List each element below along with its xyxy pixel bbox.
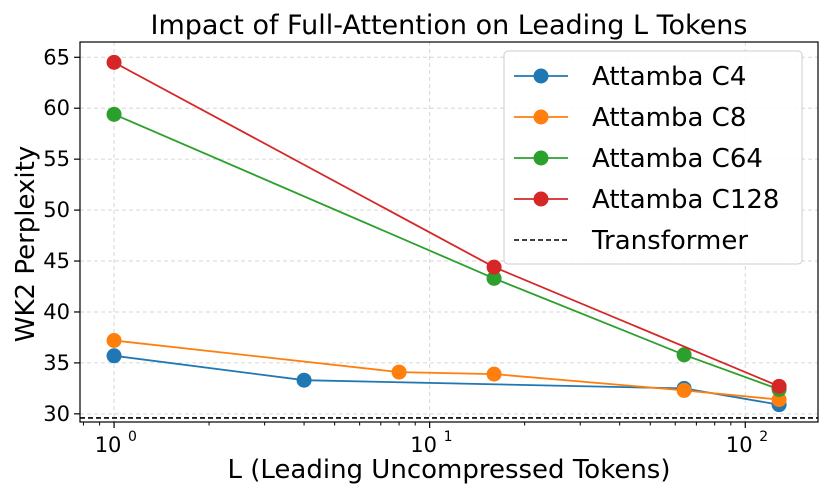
y-tick-label: 65 bbox=[43, 45, 70, 69]
x-tick-label-exponent: 0 bbox=[128, 429, 137, 445]
data-point bbox=[106, 106, 122, 122]
series-line-3 bbox=[113, 113, 780, 391]
legend-marker bbox=[533, 150, 549, 166]
y-tick-label: 45 bbox=[43, 249, 70, 273]
y-tick-label: 40 bbox=[43, 300, 70, 324]
legend-box bbox=[503, 50, 803, 265]
data-point bbox=[106, 54, 122, 70]
y-tick-label: 55 bbox=[43, 147, 70, 171]
y-tick-label: 30 bbox=[43, 402, 70, 426]
data-point bbox=[391, 364, 407, 380]
data-point bbox=[486, 366, 502, 382]
data-point bbox=[296, 372, 312, 388]
legend-marker bbox=[533, 191, 549, 207]
data-point bbox=[486, 270, 502, 286]
x-tick-label: 10 bbox=[95, 433, 122, 457]
ticks: 30 35 40 45 50 55 60 65 10 0 10 1 10 2 bbox=[43, 45, 768, 457]
data-point bbox=[106, 348, 122, 364]
y-tick-label: 60 bbox=[43, 96, 70, 120]
x-tick-label-exponent: 1 bbox=[444, 429, 453, 445]
legend-marker bbox=[533, 68, 549, 84]
y-tick-label: 50 bbox=[43, 198, 70, 222]
data-point bbox=[676, 347, 692, 363]
x-tick-label: 10 bbox=[410, 433, 437, 457]
legend-label: Attamba C8 bbox=[592, 103, 746, 133]
legend-marker bbox=[533, 109, 549, 125]
x-tick-label-exponent: 2 bbox=[759, 429, 768, 445]
legend-label: Attamba C4 bbox=[592, 62, 746, 92]
plot-frame bbox=[79, 41, 819, 423]
legend-label: Attamba C128 bbox=[592, 185, 779, 215]
x-tick-label: 10 bbox=[726, 433, 753, 457]
x-axis-label: L (Leading Uncompressed Tokens) bbox=[227, 455, 670, 485]
data-point bbox=[771, 378, 787, 394]
legend: Attamba C4 Attamba C8 Attamba C64 Attamba C… bbox=[503, 50, 803, 265]
legend-label: Attamba C64 bbox=[592, 144, 763, 174]
y-tick-label: 35 bbox=[43, 351, 70, 375]
data-point bbox=[106, 332, 122, 348]
data-point bbox=[676, 382, 692, 398]
legend-label: Transformer bbox=[591, 226, 748, 256]
data-point bbox=[486, 259, 502, 275]
chart-title: Impact of Full-Attention on Leading L To… bbox=[150, 10, 747, 41]
series bbox=[106, 54, 787, 413]
series-line-1 bbox=[113, 354, 780, 406]
y-axis-label: WK2 Perplexity bbox=[11, 146, 41, 342]
